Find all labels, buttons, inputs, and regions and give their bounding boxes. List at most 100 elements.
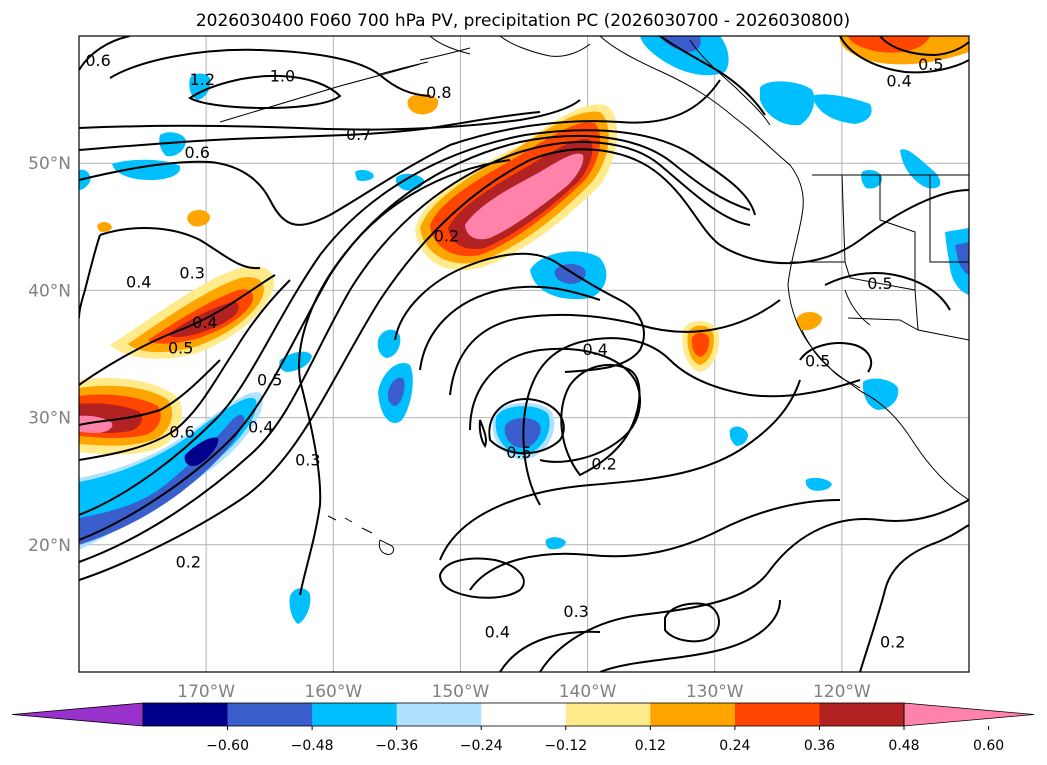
pv-contour bbox=[599, 599, 781, 672]
contour-label: 0.2 bbox=[176, 552, 201, 571]
pv-contour bbox=[79, 141, 751, 563]
pv-contour bbox=[79, 36, 131, 71]
colorbar-tick-label: 0.36 bbox=[804, 738, 835, 754]
colorbar-tick-label: 0.24 bbox=[719, 738, 750, 754]
contour-label: 0.5 bbox=[168, 339, 193, 358]
colorbar-tick-label: −0.60 bbox=[206, 738, 249, 754]
contour-label: 0.2 bbox=[434, 227, 459, 246]
contour-label: 0.3 bbox=[179, 264, 204, 283]
colorbar-bin bbox=[396, 703, 482, 726]
contour-label: 1.2 bbox=[190, 70, 215, 89]
lon-tick-label: 160°W bbox=[304, 682, 362, 702]
pv-contour bbox=[79, 129, 756, 516]
pv-contour bbox=[79, 79, 721, 226]
colorbar-tick-label: 0.60 bbox=[973, 738, 1004, 754]
pv-contour bbox=[79, 134, 751, 541]
lon-tick-label: 170°W bbox=[177, 682, 235, 702]
pv-contour bbox=[449, 299, 781, 396]
pv-contour bbox=[560, 364, 641, 477]
colorbar-bin bbox=[650, 703, 736, 726]
pv-contour bbox=[79, 279, 291, 461]
pv-contour bbox=[659, 36, 766, 116]
hawaii-islands bbox=[327, 515, 395, 555]
colorbar-tick-label: −0.24 bbox=[460, 738, 503, 754]
aleutian-islands bbox=[219, 47, 471, 123]
colorbar-bin bbox=[227, 703, 313, 726]
contour-label: 0.3 bbox=[563, 602, 588, 621]
pv-contour bbox=[539, 499, 969, 672]
latitude-tick-labels: 50°N 40°N 30°N 20°N bbox=[28, 154, 71, 556]
lon-tick-label: 150°W bbox=[432, 682, 490, 702]
colorbar-bin bbox=[481, 703, 567, 726]
colorbar-bin bbox=[819, 703, 905, 726]
contour-label: 0.6 bbox=[169, 423, 194, 442]
lat-tick-label: 30°N bbox=[28, 409, 71, 429]
pv-contour bbox=[79, 227, 261, 319]
pv-contours bbox=[79, 36, 969, 672]
pv-contour bbox=[109, 48, 431, 97]
pv-contour bbox=[79, 148, 969, 581]
contour-label: 0.5 bbox=[257, 370, 282, 389]
lat-tick-label: 40°N bbox=[28, 281, 71, 301]
contour-label: 0.5 bbox=[506, 443, 531, 462]
contour-label: 0.4 bbox=[126, 272, 151, 291]
contour-label: 0.3 bbox=[295, 451, 320, 470]
colorbar-extend-max bbox=[903, 702, 1035, 727]
colorbar-tick-label: −0.12 bbox=[544, 738, 587, 754]
lon-tick-label: 140°W bbox=[559, 682, 617, 702]
pv-contour bbox=[79, 359, 221, 426]
lat-tick-label: 50°N bbox=[28, 154, 71, 174]
map-frame bbox=[78, 35, 970, 673]
colorbar-bin bbox=[143, 703, 229, 726]
pv-contour bbox=[438, 557, 525, 599]
contour-label: 0.4 bbox=[248, 418, 273, 437]
lon-tick-label: 120°W bbox=[813, 682, 871, 702]
pv-contour bbox=[664, 602, 720, 643]
pv-contour bbox=[859, 524, 969, 672]
contour-label: 0.2 bbox=[591, 454, 616, 473]
pv-contour bbox=[79, 99, 581, 131]
pv-contour bbox=[469, 347, 641, 463]
colorbar: −0.60 −0.48 −0.36 −0.24 −0.12 0.12 0.24 0.36 0.4… bbox=[11, 702, 1035, 754]
colorbar-tick-label: −0.36 bbox=[375, 738, 418, 754]
pv-contour bbox=[298, 159, 511, 596]
pv-contour bbox=[79, 274, 276, 386]
pv-contour bbox=[394, 252, 645, 373]
pv-contour bbox=[499, 630, 601, 672]
colorbar-extend-min bbox=[11, 702, 144, 727]
pv-contour bbox=[839, 36, 969, 74]
colorbar-tick-label: −0.48 bbox=[291, 738, 334, 754]
contour-label: 0.4 bbox=[485, 622, 510, 641]
contour-labels: 1.2 1.0 0.8 0.7 0.6 0.6 0.4 0.3 0.4 0.5 0.2 0.5 0.4 0… bbox=[85, 51, 943, 651]
contour-label: 0.7 bbox=[346, 125, 371, 144]
lon-tick-label: 130°W bbox=[686, 682, 744, 702]
colorbar-bin bbox=[734, 703, 820, 726]
coastlines bbox=[219, 36, 969, 555]
pv-contour bbox=[879, 36, 969, 57]
contour-label: 0.2 bbox=[880, 632, 905, 651]
pv-contour bbox=[469, 499, 841, 591]
colorbar-tick-label: 0.12 bbox=[635, 738, 666, 754]
chart-title: 2026030400 F060 700 hPa PV, precipitatio… bbox=[196, 11, 850, 31]
us-mexico-border bbox=[847, 317, 969, 341]
pv-contour bbox=[478, 419, 488, 448]
contour-label: 0.5 bbox=[805, 351, 830, 370]
contour-label: 0.4 bbox=[582, 340, 607, 359]
lat-tick-label: 20°N bbox=[28, 536, 71, 556]
pv-contour bbox=[522, 337, 861, 506]
contour-label: 0.4 bbox=[886, 72, 911, 91]
contour-label: 0.8 bbox=[426, 83, 451, 102]
contour-label: 1.0 bbox=[270, 66, 295, 85]
north-america-coast bbox=[599, 36, 969, 501]
pv-contour bbox=[79, 111, 541, 151]
contour-label: 0.6 bbox=[185, 143, 210, 162]
precipitation-shading bbox=[79, 36, 969, 624]
pv-contour bbox=[419, 285, 601, 371]
pv-contour bbox=[188, 74, 342, 110]
pv-contour bbox=[824, 272, 951, 311]
colorbar-bin bbox=[565, 703, 651, 726]
colorbar-tick-label: 0.48 bbox=[888, 738, 919, 754]
contour-label: 0.5 bbox=[918, 55, 943, 74]
contour-label: 0.6 bbox=[85, 51, 110, 70]
